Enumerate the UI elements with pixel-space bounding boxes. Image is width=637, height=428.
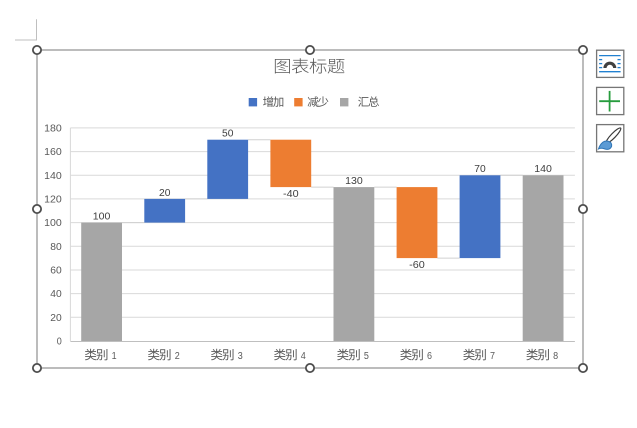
svg-text:3: 3 bbox=[238, 351, 243, 362]
svg-text:20: 20 bbox=[50, 313, 62, 324]
svg-text:130: 130 bbox=[345, 176, 363, 187]
svg-text:100: 100 bbox=[44, 218, 62, 229]
svg-text:140: 140 bbox=[534, 164, 552, 175]
svg-text:7: 7 bbox=[490, 351, 495, 362]
svg-text:160: 160 bbox=[44, 147, 62, 158]
svg-text:-40: -40 bbox=[283, 189, 299, 200]
svg-text:120: 120 bbox=[44, 194, 62, 205]
svg-text:5: 5 bbox=[364, 351, 369, 362]
svg-text:20: 20 bbox=[159, 188, 171, 199]
svg-text:100: 100 bbox=[93, 212, 111, 223]
svg-text:70: 70 bbox=[474, 164, 486, 175]
svg-text:40: 40 bbox=[50, 289, 62, 300]
svg-text:1: 1 bbox=[112, 351, 117, 362]
svg-text:-60: -60 bbox=[409, 260, 425, 271]
svg-text:4: 4 bbox=[301, 351, 306, 362]
svg-text:140: 140 bbox=[44, 171, 62, 182]
svg-text:2: 2 bbox=[175, 351, 180, 362]
svg-text:50: 50 bbox=[222, 129, 234, 140]
svg-text:8: 8 bbox=[553, 351, 558, 362]
svg-text:6: 6 bbox=[427, 351, 432, 362]
svg-text:180: 180 bbox=[44, 123, 62, 134]
svg-text:0: 0 bbox=[57, 337, 62, 348]
svg-text:80: 80 bbox=[50, 242, 62, 253]
svg-text:60: 60 bbox=[50, 266, 62, 277]
